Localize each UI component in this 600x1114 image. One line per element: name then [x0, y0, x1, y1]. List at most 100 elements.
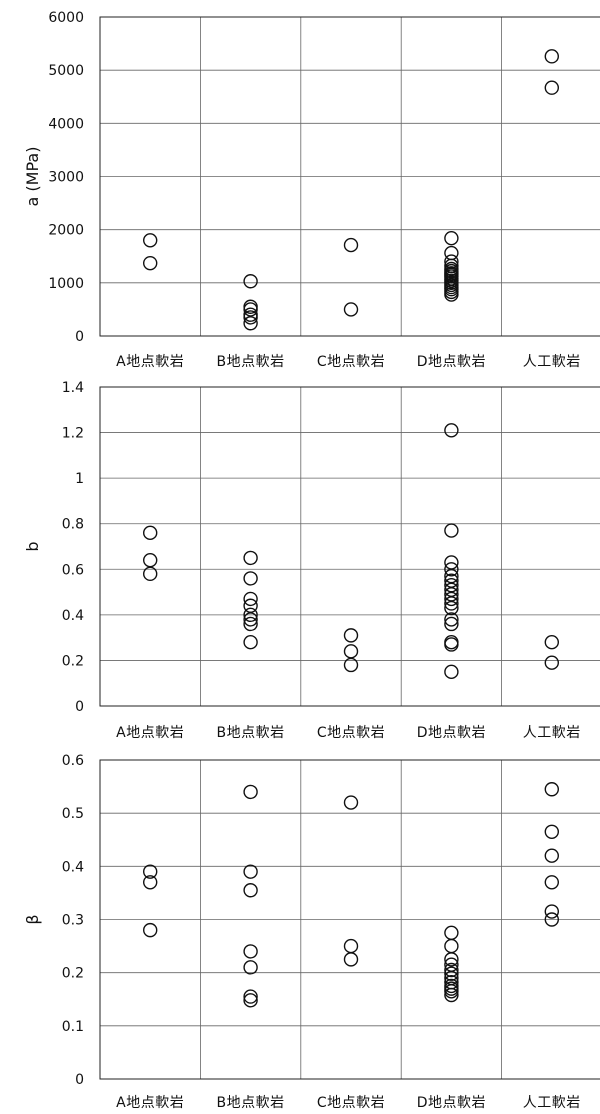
y-tick-label: 0: [75, 1072, 84, 1088]
category-label: C地点軟岩: [317, 1095, 385, 1111]
plot-frame: [99, 759, 600, 1080]
y-tick-label: 5000: [48, 63, 84, 79]
y-tick-label: 0.8: [62, 517, 84, 533]
data-point: [444, 600, 459, 616]
data-point: [444, 596, 459, 611]
y-tick-label: 4000: [48, 116, 84, 132]
data-point: [544, 782, 559, 797]
data-point: [444, 664, 459, 680]
y-tick-label: 1000: [48, 276, 84, 292]
y-axis-title: a (MPa): [23, 147, 42, 207]
y-tick-label: 3000: [48, 170, 84, 186]
data-point: [243, 310, 258, 325]
data-point: [243, 616, 258, 632]
data-point: [243, 302, 258, 317]
y-tick-label: 0.2: [62, 653, 84, 669]
y-tick-label: 2000: [48, 223, 84, 239]
data-point: [444, 938, 459, 954]
y-tick-label: 0.6: [62, 753, 84, 769]
data-point: [444, 966, 459, 981]
data-point: [544, 848, 559, 863]
data-point: [142, 875, 158, 890]
data-point: [444, 637, 459, 652]
category-label: 人工軟岩: [523, 725, 581, 741]
data-point: [544, 875, 559, 890]
data-point: [544, 80, 559, 95]
data-point: [444, 952, 459, 967]
data-point: [243, 960, 258, 975]
y-tick-label: 6000: [48, 10, 84, 26]
data-point: [243, 993, 258, 1008]
data-point: [544, 904, 559, 919]
y-tick-label: 0.2: [62, 966, 84, 982]
data-point: [243, 944, 258, 959]
data-point: [243, 591, 258, 607]
data-point: [243, 607, 258, 623]
category-label: B地点軟岩: [217, 354, 285, 370]
category-label: A地点軟岩: [116, 725, 184, 741]
data-point: [243, 550, 258, 566]
y-tick-label: 0.3: [62, 913, 84, 929]
plot-frame: [99, 16, 600, 337]
data-point: [444, 562, 459, 577]
category-label: B地点軟岩: [217, 1095, 285, 1111]
data-point: [444, 423, 459, 438]
data-point: [544, 49, 559, 64]
category-label: C地点軟岩: [317, 354, 385, 370]
data-point: [343, 952, 359, 967]
data-point: [444, 591, 459, 607]
category-label: D地点軟岩: [417, 1095, 486, 1111]
data-point: [142, 566, 158, 582]
y-tick-label: 0: [75, 329, 84, 345]
data-point: [142, 255, 158, 271]
data-point: [544, 912, 559, 927]
data-point: [343, 302, 359, 317]
category-label: D地点軟岩: [417, 354, 486, 370]
data-point: [243, 864, 258, 879]
data-point: [444, 287, 459, 302]
data-point: [243, 274, 258, 289]
y-axis-title: b: [23, 541, 42, 551]
data-point: [343, 938, 359, 954]
data-point: [544, 655, 559, 670]
y-tick-label: 0: [75, 699, 84, 715]
data-point: [243, 883, 258, 898]
y-tick-label: 0.6: [62, 562, 84, 578]
category-label: C地点軟岩: [317, 725, 385, 741]
data-point: [444, 616, 459, 632]
data-point: [142, 552, 158, 568]
category-label: B地点軟岩: [217, 725, 285, 741]
data-point: [343, 237, 359, 253]
data-point: [142, 922, 158, 938]
data-point: [444, 523, 459, 538]
data-point: [142, 525, 158, 541]
data-point: [444, 987, 459, 1003]
data-point: [243, 612, 258, 627]
y-tick-label: 0.4: [62, 608, 84, 624]
y-axis-title: β: [23, 914, 42, 924]
data-point: [343, 657, 359, 673]
data-point: [544, 635, 559, 650]
data-point: [444, 230, 459, 246]
data-point: [243, 571, 258, 586]
data-point: [444, 925, 459, 940]
data-point: [444, 984, 459, 999]
data-point: [243, 989, 258, 1004]
plot-frame: [99, 386, 600, 707]
data-point: [343, 795, 359, 810]
y-tick-label: 1.4: [62, 380, 84, 396]
data-point: [243, 316, 258, 331]
data-point: [444, 962, 459, 978]
y-tick-label: 1.2: [62, 426, 84, 442]
data-point: [243, 784, 258, 800]
data-point: [343, 628, 359, 643]
category-label: 人工軟岩: [523, 1095, 581, 1111]
data-point: [142, 233, 158, 248]
data-point: [444, 612, 459, 627]
data-point: [142, 864, 158, 879]
category-label: 人工軟岩: [523, 354, 581, 370]
y-tick-label: 0.4: [62, 859, 84, 875]
data-point: [343, 644, 359, 659]
